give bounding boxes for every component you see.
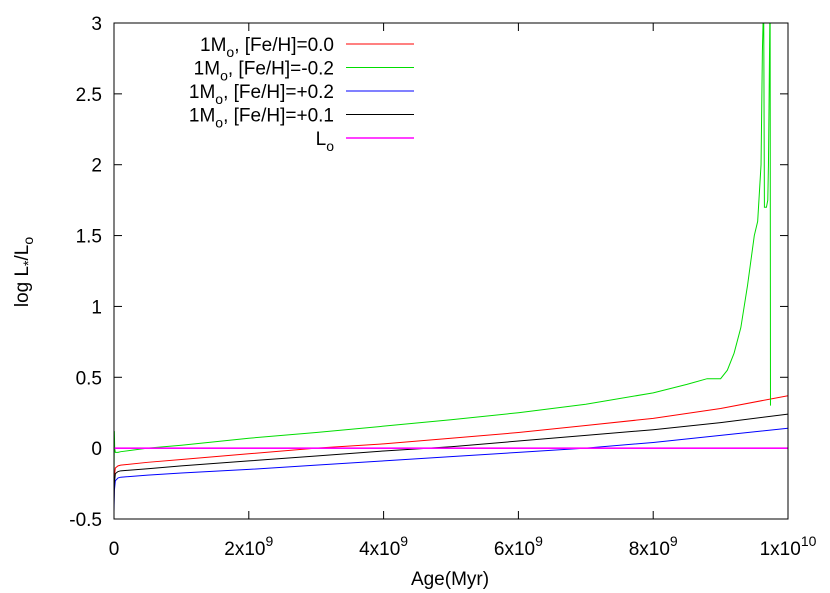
y-axis-title: log L*/Lo <box>12 237 36 308</box>
series-line <box>114 23 771 477</box>
x-tick-label: 6x109 <box>494 533 543 560</box>
legend-label: 1Mo, [Fe/H]=0.0 <box>200 35 334 60</box>
y-tick-label: 2.5 <box>76 85 102 106</box>
series-line <box>114 427 788 512</box>
series-line <box>114 395 788 500</box>
x-tick-label: 2x109 <box>224 533 273 560</box>
y-tick-label: 1.5 <box>76 227 102 248</box>
legend-label: Lo <box>316 129 335 154</box>
y-tick-label: 0.5 <box>76 368 102 389</box>
legend-label: 1Mo, [Fe/H]=+0.1 <box>189 106 334 131</box>
y-tick-label: -0.5 <box>69 510 102 531</box>
y-tick-label: 0 <box>91 439 102 460</box>
plot-frame <box>113 22 789 520</box>
x-axis-title: Age(Myr) <box>411 569 489 590</box>
x-tick-label: 4x109 <box>359 533 408 560</box>
y-tick-label: 1 <box>91 297 102 318</box>
legend-label: 1Mo, [Fe/H]=+0.2 <box>189 82 334 107</box>
y-tick-label: 2 <box>91 156 102 177</box>
y-tick-labels: -0.5 0 0.5 1 1.5 2 2.5 3 <box>69 14 102 531</box>
x-tick-label: 8x109 <box>629 533 678 560</box>
legend-label: 1Mo, [Fe/H]=-0.2 <box>194 59 334 84</box>
x-tick-label: 0 <box>109 539 120 560</box>
x-tick-labels: 0 2x109 4x109 6x109 8x109 1x1010 <box>109 533 817 560</box>
series-line <box>114 413 788 505</box>
series-lines <box>114 23 788 512</box>
y-tick-label: 3 <box>91 14 102 35</box>
x-tick-label: 1x1010 <box>760 533 817 560</box>
